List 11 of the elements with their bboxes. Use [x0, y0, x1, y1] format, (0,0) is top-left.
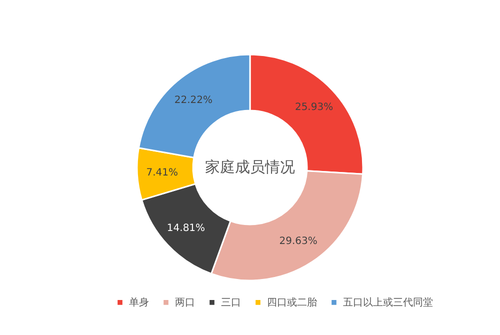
- data-label: 7.41%: [146, 168, 178, 179]
- data-label: 25.93%: [294, 102, 334, 114]
- data-label: 22.22%: [174, 95, 213, 106]
- data-label: 14.81%: [166, 222, 206, 234]
- legend-label: 单身: [129, 296, 149, 308]
- legend-label: 四口或二胎: [267, 296, 317, 308]
- data-label: 29.63%: [279, 236, 318, 248]
- legend-label: 三口: [221, 297, 241, 308]
- legend-label: 五口以上或三代同堂: [343, 296, 433, 308]
- legend-label: 两口: [175, 297, 195, 308]
- text: 家庭成员情况: [205, 158, 295, 176]
